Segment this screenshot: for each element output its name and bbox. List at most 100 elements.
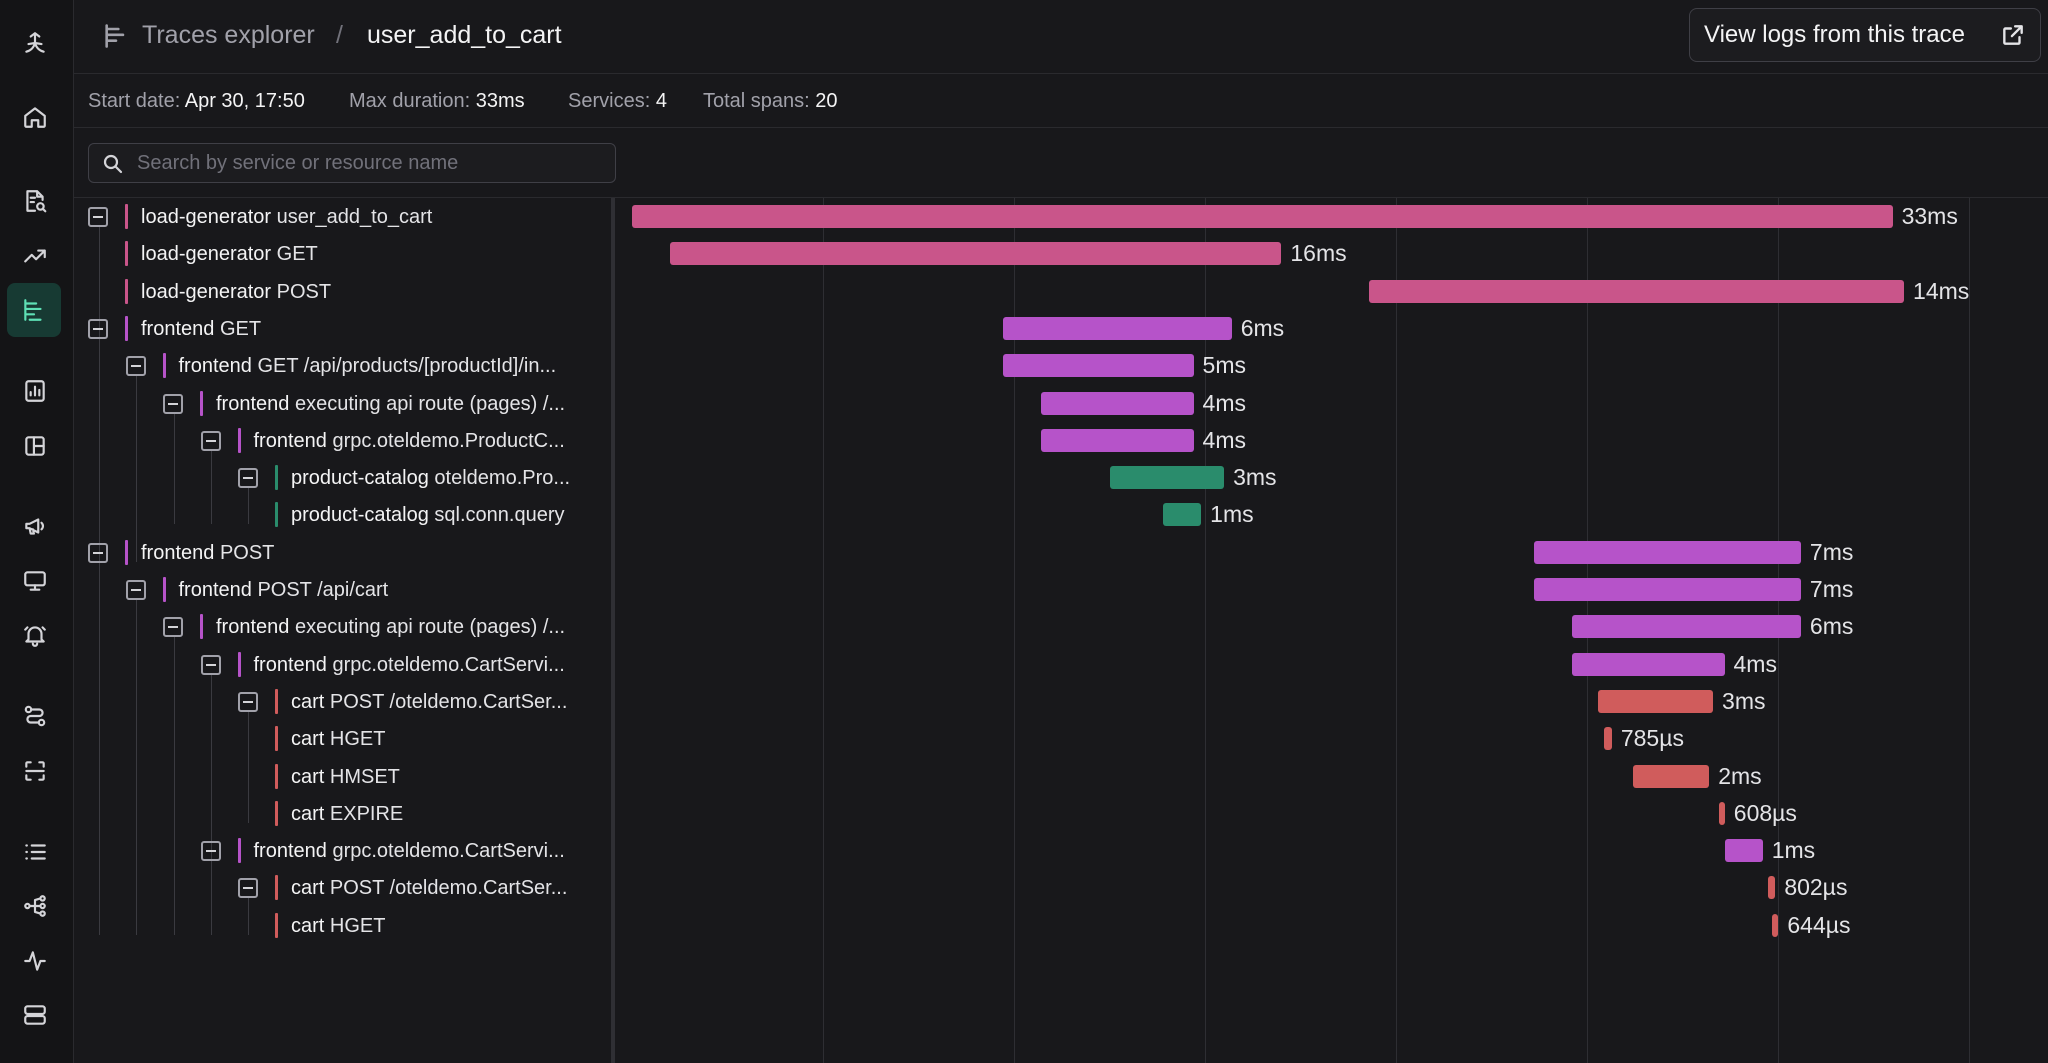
span-duration-label: 16ms [1290, 240, 1347, 267]
service-map-icon[interactable] [17, 888, 53, 924]
alerts-icon[interactable] [17, 617, 53, 653]
workflows-icon[interactable] [17, 698, 53, 734]
collapse-toggle-icon[interactable] [163, 393, 183, 414]
span-bar[interactable] [670, 242, 1282, 266]
span-service-name: frontend [253, 429, 327, 452]
dashboards-icon[interactable] [17, 428, 53, 464]
collapse-toggle-icon[interactable] [238, 468, 258, 489]
scan-icon[interactable] [17, 753, 53, 789]
traces-icon[interactable] [7, 283, 61, 337]
metrics-icon[interactable] [17, 373, 53, 409]
span-row[interactable]: frontend grpc.oteldemo.CartServi... [74, 832, 612, 869]
view-logs-button[interactable]: View logs from this trace [1689, 8, 2041, 62]
span-bar[interactable] [1768, 876, 1776, 900]
collapse-toggle-icon[interactable] [238, 691, 258, 712]
span-operation-name: GET [214, 317, 262, 340]
span-operation-name: POST [271, 280, 332, 303]
span-bar[interactable] [1002, 316, 1232, 340]
span-row[interactable]: cart HMSET [74, 758, 612, 795]
search-input[interactable] [137, 144, 607, 182]
span-operation-name: POST /oteldemo.CartSer... [324, 877, 568, 900]
span-row[interactable]: load-generator user_add_to_cart [74, 198, 612, 235]
span-label: frontend executing api route (pages) /..… [216, 392, 565, 416]
span-tree: load-generator user_add_to_cart load-gene… [74, 198, 612, 1063]
collapse-toggle-icon[interactable] [125, 580, 146, 600]
log-search-icon[interactable] [17, 183, 53, 219]
span-label: product-catalog oteldemo.Pro... [291, 466, 570, 490]
collapse-toggle-icon[interactable] [200, 841, 221, 862]
span-bar[interactable] [1571, 615, 1801, 639]
external-link-icon [2003, 25, 2023, 45]
span-bar[interactable] [1162, 503, 1202, 527]
span-row[interactable]: frontend grpc.oteldemo.ProductC... [74, 422, 612, 459]
span-row[interactable]: cart HGET [74, 907, 612, 944]
monitor-icon[interactable] [17, 563, 53, 599]
span-row[interactable]: cart HGET [74, 720, 612, 757]
span-row[interactable]: cart POST /oteldemo.CartSer... [74, 683, 612, 720]
span-label: frontend grpc.oteldemo.CartServi... [254, 653, 565, 677]
activity-icon[interactable] [17, 943, 53, 979]
collapse-toggle-icon[interactable] [88, 318, 108, 339]
collapse-toggle-icon[interactable] [88, 207, 108, 227]
collapse-toggle-icon[interactable] [163, 617, 183, 638]
span-row[interactable]: frontend executing api route (pages) /..… [74, 385, 612, 422]
span-duration-label: 4ms [1202, 389, 1246, 416]
span-row[interactable]: product-catalog sql.conn.query [74, 496, 612, 533]
span-bar[interactable] [1533, 540, 1801, 564]
collapse-toggle-icon[interactable] [125, 356, 146, 377]
span-bar[interactable] [1632, 764, 1710, 788]
span-bar[interactable] [1598, 689, 1714, 713]
home-icon[interactable] [17, 99, 53, 135]
span-bar[interactable] [1040, 428, 1194, 452]
span-row[interactable]: load-generator GET [74, 235, 612, 272]
collapse-toggle-icon[interactable] [238, 878, 258, 899]
span-bar[interactable] [1718, 801, 1725, 825]
span-row[interactable]: frontend grpc.oteldemo.CartServi... [74, 646, 612, 683]
span-bar[interactable] [1772, 913, 1779, 937]
span-bar[interactable] [1571, 652, 1725, 676]
announcements-icon[interactable] [17, 508, 53, 544]
span-row[interactable]: frontend executing api route (pages) /..… [74, 608, 612, 645]
span-service-name: load-generator [141, 280, 272, 303]
span-bar[interactable] [1369, 279, 1905, 303]
span-service-name: cart [291, 690, 325, 713]
services-count: Services: 4 [568, 90, 667, 113]
collapse-toggle-icon[interactable] [88, 542, 108, 563]
span-row[interactable]: frontend GET [74, 310, 612, 347]
span-row[interactable]: cart POST /oteldemo.CartSer... [74, 869, 612, 906]
span-row[interactable]: frontend POST /api/cart [74, 571, 612, 608]
service-color-marker [237, 838, 241, 864]
span-bar[interactable] [1109, 466, 1225, 490]
span-row[interactable]: cart EXPIRE [74, 795, 612, 832]
trending-icon[interactable] [17, 238, 53, 274]
total-spans: Total spans: 20 [703, 90, 838, 113]
trace-meta-bar: Start date: Apr 30, 17:50 Max duration: … [74, 74, 2048, 128]
span-operation-name: user_add_to_cart [271, 206, 433, 228]
collapse-toggle-icon[interactable] [200, 430, 221, 451]
span-row[interactable]: frontend POST [74, 534, 612, 571]
span-bar[interactable] [1533, 578, 1801, 601]
span-bar[interactable] [1604, 727, 1612, 751]
breadcrumb-traces-explorer[interactable]: Traces explorer [142, 21, 315, 49]
panel-resize-handle[interactable] [611, 198, 615, 1063]
span-row[interactable]: frontend GET /api/products/[productId]/i… [74, 347, 612, 384]
span-label: load-generator GET [141, 242, 318, 266]
total-spans-value: 20 [815, 90, 838, 112]
logo-icon[interactable] [17, 25, 53, 61]
span-bar[interactable] [1040, 391, 1194, 415]
span-row[interactable]: load-generator POST [74, 273, 612, 310]
span-operation-name: grpc.oteldemo.CartServi... [326, 840, 565, 863]
span-bar[interactable] [632, 205, 1893, 228]
collapse-toggle-icon[interactable] [200, 654, 221, 675]
service-color-marker [200, 390, 203, 416]
list-icon[interactable] [17, 834, 53, 870]
span-row[interactable]: product-catalog oteldemo.Pro... [74, 459, 612, 496]
tree-guide-line [248, 487, 249, 525]
span-duration-label: 6ms [1809, 613, 1854, 640]
start-date-label: Start date: [88, 90, 181, 112]
span-bar[interactable] [1002, 354, 1194, 378]
chart-gridline [1014, 198, 1015, 1063]
storage-icon[interactable] [17, 997, 53, 1033]
max-duration: Max duration: 33ms [349, 90, 525, 113]
span-bar[interactable] [1724, 839, 1763, 863]
